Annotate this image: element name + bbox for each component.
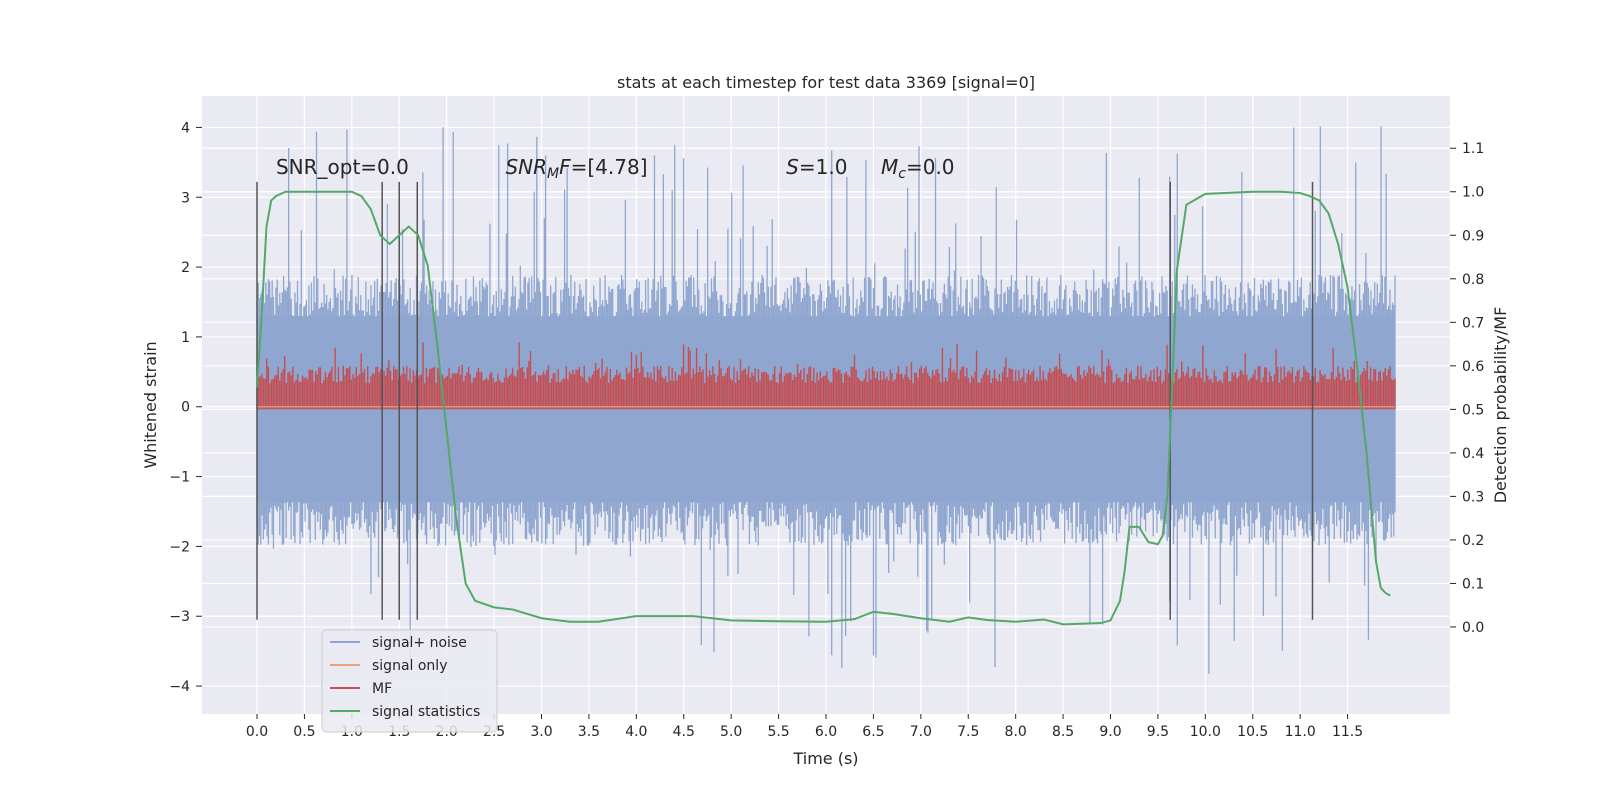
annotation-part: S	[786, 155, 799, 179]
annotation-part: SNR	[505, 155, 547, 179]
signal-statistics-series	[256, 190, 1391, 626]
x-tick-label: 6.5	[862, 724, 884, 740]
x-tick-label: 0.0	[246, 724, 268, 740]
x-tick-label: 11.5	[1332, 724, 1363, 740]
y-tick-label: 2	[181, 260, 190, 276]
y2-tick-label: 0.1	[1462, 576, 1484, 592]
annotation-1: SNRMF=[4.78]	[505, 155, 647, 182]
x-tick-label: 4.0	[625, 724, 647, 740]
y2-tick-label: 0.4	[1462, 446, 1484, 462]
y2-tick-label: 1.1	[1462, 141, 1484, 157]
x-tick-label: 6.0	[815, 724, 837, 740]
annotation-part: M	[547, 166, 559, 182]
x-tick-label: 0.5	[293, 724, 315, 740]
y2-axis-label: Detection probability/MF	[1491, 307, 1510, 504]
y-tick-label: −2	[169, 539, 190, 555]
y-tick-label: −3	[169, 609, 190, 625]
y-tick-label: 3	[181, 190, 190, 206]
y2-tick-label: 0.5	[1462, 402, 1484, 418]
legend: signal+ noise signal only MF signal statist…	[321, 629, 498, 733]
x-tick-label: 5.5	[767, 724, 789, 740]
y-tick-label: 0	[181, 400, 190, 416]
legend-label: signal+ noise	[372, 635, 467, 651]
chart-title: stats at each timestep for test data 336…	[617, 73, 1035, 92]
y2-tick-label: 1.0	[1462, 185, 1484, 201]
annotation-part: =[4.78]	[571, 155, 648, 179]
x-tick-label: 8.0	[1005, 724, 1027, 740]
annotation-part: c	[898, 166, 906, 182]
x-tick-label: 3.0	[530, 724, 552, 740]
legend-box	[321, 629, 498, 733]
legend-label: MF	[372, 681, 392, 697]
annotation-0: SNR_opt=0.0	[276, 155, 409, 179]
annotation-2: S=1.0	[786, 155, 847, 179]
x-tick-label: 7.5	[957, 724, 979, 740]
annotation-part: F	[559, 155, 571, 179]
signal-noise-series	[256, 126, 1396, 674]
y2-tick-label: 0.2	[1462, 533, 1484, 549]
x-axis-label: Time (s)	[792, 749, 858, 768]
x-tick-label: 11.0	[1285, 724, 1316, 740]
x-tick-label: 10.5	[1237, 724, 1268, 740]
x-tick-label: 3.5	[578, 724, 600, 740]
y-tick-label: −1	[169, 470, 190, 486]
legend-label: signal statistics	[372, 704, 480, 720]
annotation-part: M	[881, 155, 898, 179]
x-tick-label: 8.5	[1052, 724, 1074, 740]
mf-series	[256, 342, 1396, 410]
legend-label: signal only	[372, 658, 447, 674]
x-tick-label: 10.0	[1190, 724, 1221, 740]
x-tick-label: 5.0	[720, 724, 742, 740]
x-tick-label: 7.0	[910, 724, 932, 740]
signal-statistics-line	[256, 190, 1391, 626]
y2-tick-label: 0.3	[1462, 489, 1484, 505]
y2-tick-label: 0.0	[1462, 620, 1484, 636]
vertical-lines	[256, 181, 1314, 620]
annotation-part: =1.0	[799, 155, 848, 179]
y2-tick-label: 0.7	[1462, 315, 1484, 331]
y-tick-label: −4	[169, 679, 190, 695]
y-axis-label: Whitened strain	[141, 341, 160, 468]
annotation-3: Mc=0.0	[881, 155, 955, 182]
x-tick-label: 4.5	[673, 724, 695, 740]
y2-tick-label: 0.8	[1462, 272, 1484, 288]
annotation-part: =0.0	[906, 155, 955, 179]
y2-tick-label: 0.9	[1462, 228, 1484, 244]
y-tick-label: 1	[181, 330, 190, 346]
y-tick-label: 4	[181, 120, 190, 136]
x-tick-label: 9.5	[1147, 724, 1169, 740]
annotations: SNR_opt=0.0 SNRMF=[4.78] S=1.0 Mc=0.0	[276, 155, 955, 182]
x-tick-label: 9.0	[1099, 724, 1121, 740]
y2-tick-label: 0.6	[1462, 359, 1484, 375]
